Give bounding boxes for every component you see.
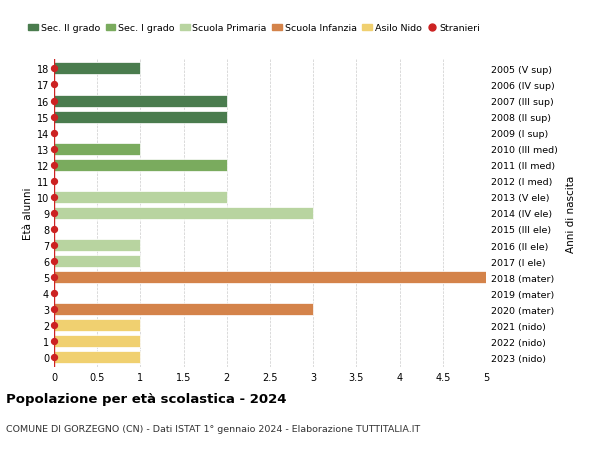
Point [49,210,59,217]
Bar [54,112,227,123]
Point [49,98,59,105]
Bar [54,352,140,364]
Legend: Sec. II grado, Sec. I grado, Scuola Primaria, Scuola Infanzia, Asilo Nido, Stran: Sec. II grado, Sec. I grado, Scuola Prim… [28,24,480,34]
Point [49,114,59,121]
Bar [54,143,140,156]
Bar [54,336,140,347]
Point [49,178,59,185]
Bar [54,207,313,219]
Point [49,306,59,313]
Bar [54,191,227,203]
Point [49,290,59,297]
Point [49,162,59,169]
Point [49,194,59,201]
Point [49,66,59,73]
Text: COMUNE DI GORZEGNO (CN) - Dati ISTAT 1° gennaio 2024 - Elaborazione TUTTITALIA.I: COMUNE DI GORZEGNO (CN) - Dati ISTAT 1° … [6,425,420,434]
Text: Popolazione per età scolastica - 2024: Popolazione per età scolastica - 2024 [6,392,287,405]
Point [49,354,59,361]
Point [49,82,59,89]
Point [49,322,59,329]
Bar [54,95,227,107]
Point [49,258,59,265]
Point [49,130,59,137]
Point [49,274,59,281]
Bar [54,63,140,75]
Bar [54,256,140,268]
Bar [54,319,140,331]
Bar [54,303,313,315]
Point [49,242,59,249]
Point [49,226,59,233]
Y-axis label: Anni di nascita: Anni di nascita [566,175,576,252]
Bar [54,159,227,171]
Bar [54,240,140,252]
Point [49,146,59,153]
Bar [54,271,486,284]
Y-axis label: Età alunni: Età alunni [23,187,32,240]
Point [49,338,59,345]
